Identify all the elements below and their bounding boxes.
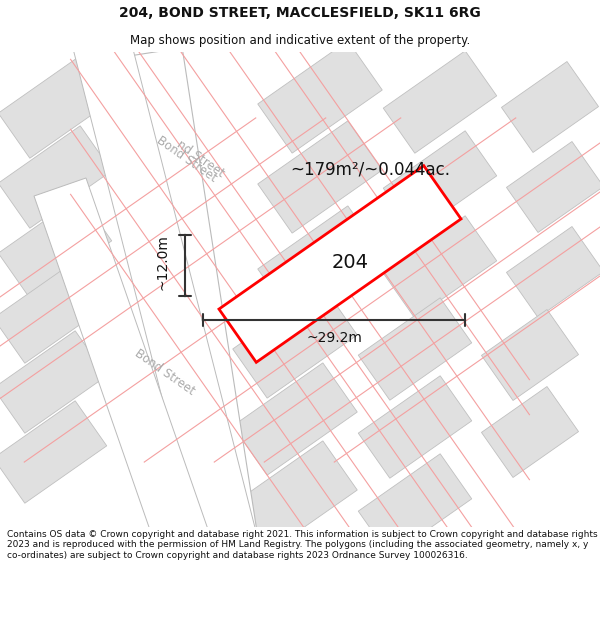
- Polygon shape: [233, 441, 357, 553]
- Polygon shape: [233, 286, 357, 398]
- Polygon shape: [383, 216, 497, 318]
- Text: Map shows position and indicative extent of the property.: Map shows position and indicative extent…: [130, 34, 470, 47]
- Polygon shape: [506, 141, 600, 232]
- Text: Bond Street: Bond Street: [155, 134, 220, 184]
- Polygon shape: [219, 166, 461, 362]
- Text: nd Street: nd Street: [174, 138, 226, 180]
- Polygon shape: [481, 309, 578, 401]
- Polygon shape: [358, 298, 472, 400]
- Polygon shape: [258, 206, 382, 318]
- Polygon shape: [481, 386, 578, 478]
- Polygon shape: [383, 131, 497, 233]
- Polygon shape: [506, 226, 600, 318]
- Polygon shape: [34, 178, 211, 556]
- Polygon shape: [258, 41, 382, 153]
- Polygon shape: [0, 331, 107, 433]
- Text: 204, BOND STREET, MACCLESFIELD, SK11 6RG: 204, BOND STREET, MACCLESFIELD, SK11 6RG: [119, 6, 481, 20]
- Polygon shape: [358, 454, 472, 556]
- Polygon shape: [358, 376, 472, 478]
- Polygon shape: [0, 56, 112, 158]
- Polygon shape: [233, 363, 357, 475]
- Text: ~29.2m: ~29.2m: [306, 331, 362, 345]
- Polygon shape: [502, 61, 599, 152]
- Polygon shape: [383, 51, 497, 153]
- Polygon shape: [258, 121, 382, 233]
- Text: ~12.0m: ~12.0m: [156, 234, 170, 291]
- Text: Bond Street: Bond Street: [133, 347, 197, 398]
- Polygon shape: [0, 196, 112, 298]
- Polygon shape: [72, 30, 258, 554]
- Polygon shape: [0, 261, 107, 363]
- Polygon shape: [0, 401, 107, 503]
- Polygon shape: [128, 48, 257, 541]
- Text: Contains OS data © Crown copyright and database right 2021. This information is : Contains OS data © Crown copyright and d…: [7, 530, 598, 560]
- Text: 204: 204: [331, 253, 368, 271]
- Polygon shape: [0, 126, 112, 228]
- Text: ~179m²/~0.044ac.: ~179m²/~0.044ac.: [290, 160, 450, 178]
